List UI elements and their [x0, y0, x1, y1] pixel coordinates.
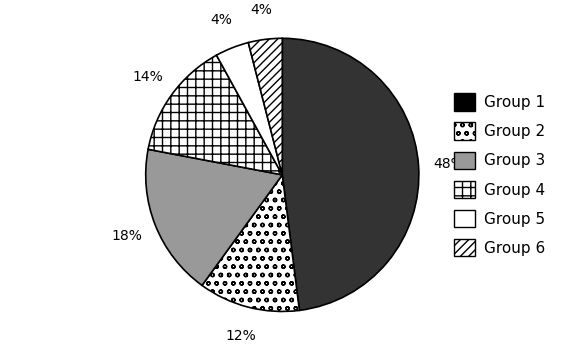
Wedge shape	[282, 38, 419, 310]
Text: 4%: 4%	[251, 2, 272, 17]
Wedge shape	[148, 55, 282, 175]
Legend: Group 1, Group 2, Group 3, Group 4, Group 5, Group 6: Group 1, Group 2, Group 3, Group 4, Grou…	[454, 93, 546, 256]
Text: 14%: 14%	[132, 70, 163, 84]
Text: 48%: 48%	[433, 158, 464, 171]
Text: 18%: 18%	[112, 229, 143, 243]
Text: 12%: 12%	[226, 329, 256, 343]
Wedge shape	[146, 149, 282, 285]
Wedge shape	[248, 38, 282, 175]
Text: 4%: 4%	[210, 13, 232, 27]
Wedge shape	[216, 43, 282, 175]
Wedge shape	[202, 175, 299, 312]
